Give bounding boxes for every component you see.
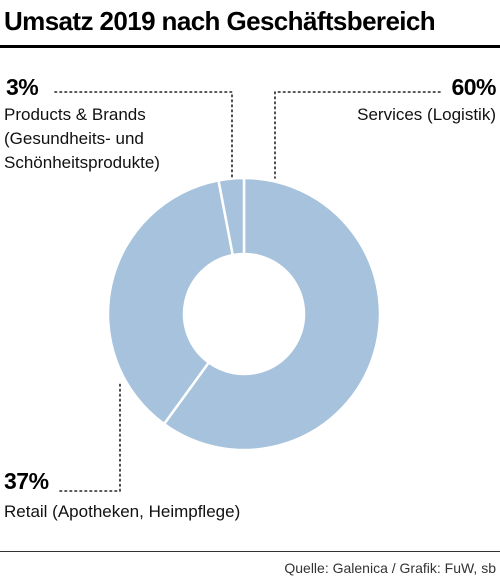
slice-label-retail: Retail (Apotheken, Heimpflege) [4, 502, 241, 521]
leader-lines [54, 91, 441, 492]
donut-slices [106, 176, 382, 452]
donut-slice-retail [106, 178, 235, 426]
donut-slice-products-brands [217, 176, 246, 257]
slice-label-services: Services (Logistik) [357, 105, 496, 124]
leader-line-products-brands [54, 91, 233, 179]
slice-label-line: Schönheitsprodukte) [4, 153, 160, 172]
footer-rule [0, 551, 500, 552]
title-rule [0, 45, 500, 48]
leader-line-services [274, 91, 441, 179]
slice-label-products-brands: Products & Brands (Gesundheits- und Schö… [4, 103, 160, 175]
slice-value-services: 60% [451, 74, 496, 100]
slice-value-retail: 37% [4, 468, 49, 494]
slice-label-line: Products & Brands [4, 105, 146, 124]
source-note: Quelle: Galenica / Grafik: FuW, sb [284, 560, 496, 576]
chart-title: Umsatz 2019 nach Geschäftsbereich [4, 6, 436, 36]
slice-label-line: (Gesundheits- und [4, 129, 144, 148]
leader-line-retail [59, 381, 121, 492]
donut-slice-services [162, 176, 382, 452]
slice-value-products-brands: 3% [6, 74, 39, 100]
